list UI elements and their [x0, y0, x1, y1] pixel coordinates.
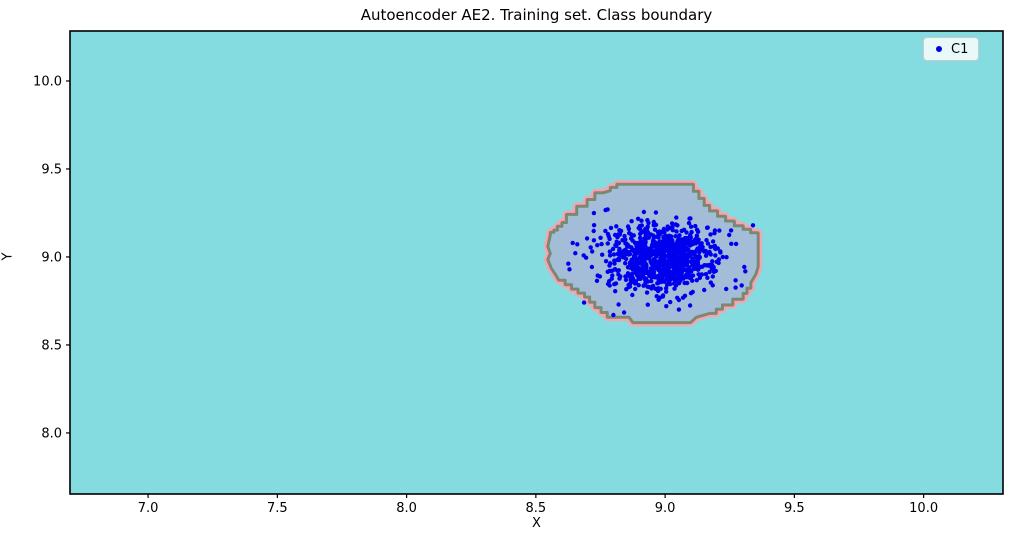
y-tick-label: 8.5 [41, 338, 62, 353]
x-tick-label: 8.0 [396, 501, 417, 516]
x-tick-label: 9.0 [655, 501, 676, 516]
y-axis-label: Y [0, 252, 16, 261]
legend: C1 [923, 37, 980, 61]
chart-title: Autoencoder AE2. Training set. Class bou… [360, 6, 713, 24]
scatter-series-c1 [566, 207, 756, 318]
legend-label: C1 [951, 41, 969, 57]
x-tick-label: 10.0 [909, 501, 938, 516]
y-tick-label: 9.5 [41, 162, 62, 177]
y-tick-label: 8.0 [41, 426, 62, 441]
legend-marker-dot [936, 46, 942, 52]
x-axis-label: X [532, 516, 541, 531]
scatter-outlier-point [750, 223, 756, 228]
x-tick-label: 9.5 [784, 501, 805, 516]
tick-marks [66, 80, 925, 498]
x-tick-label: 7.0 [138, 501, 159, 516]
plot-background [70, 31, 1003, 494]
x-tick-label: 8.5 [526, 501, 547, 516]
scatter-outlier-point [567, 267, 572, 272]
scatter-outlier-point [611, 312, 616, 318]
axes-frame [69, 30, 1004, 495]
y-tick-label: 10.0 [33, 74, 62, 89]
tick-labels: 7.0 7.5 8.0 8.5 9.0 9.5 10.0 8.0 8.5 9.0 9.5 10.0 [33, 74, 938, 516]
y-tick-label: 9.0 [41, 250, 62, 265]
x-tick-label: 7.5 [267, 501, 288, 516]
boundary-inner-line [547, 183, 759, 324]
scatter-outlier-point [616, 302, 621, 307]
